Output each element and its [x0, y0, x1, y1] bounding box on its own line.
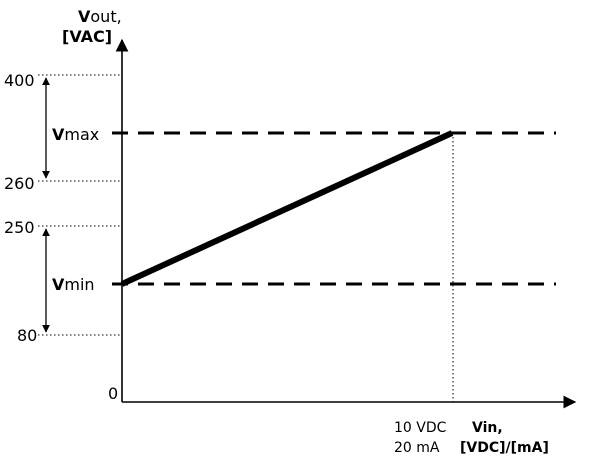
tick-260: 260 [4, 174, 35, 193]
y-axis-label-lead: V [78, 7, 91, 26]
tick-250: 250 [4, 218, 35, 237]
vmin-label-lead: V [52, 275, 65, 294]
x-axis-label-line2: [VDC]/[mA] [460, 440, 549, 456]
vmin-label-rest: min [64, 275, 94, 294]
vmax-label: Vmax [52, 125, 99, 144]
vmax-label-lead: V [52, 125, 65, 144]
tick-0: 0 [108, 384, 118, 403]
vmin-label: Vmin [52, 275, 95, 294]
tick-400: 400 [4, 71, 35, 90]
transfer-curve [120, 130, 454, 287]
x-end-label-ma: 20 mA [394, 440, 440, 456]
y-axis-label-rest: out, [90, 7, 121, 26]
x-axis-label-line1: Vin, [472, 420, 503, 436]
y-axis-unit: [VAC] [62, 27, 112, 46]
vmax-label-rest: max [64, 125, 99, 144]
tick-80: 80 [17, 326, 37, 345]
y-axis-label: Vout, [78, 7, 122, 26]
x-end-label-vdc: 10 VDC [394, 420, 447, 436]
